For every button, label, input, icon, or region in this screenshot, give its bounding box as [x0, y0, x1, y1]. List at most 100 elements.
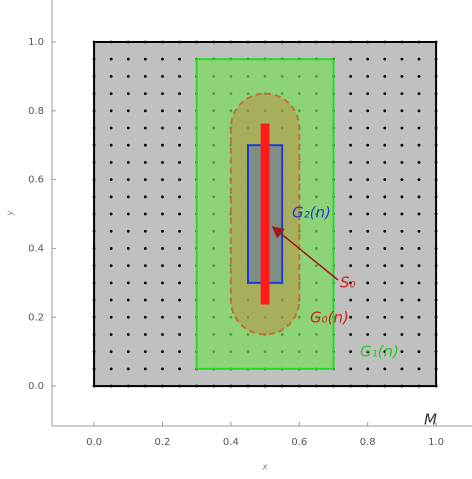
lattice-dot: [143, 350, 147, 354]
lattice-dot: [143, 109, 147, 113]
lattice-dot: [417, 281, 421, 285]
lattice-dot: [366, 109, 370, 113]
lattice-dot: [92, 333, 96, 336]
lattice-dot: [178, 40, 181, 44]
lattice-dot: [178, 333, 181, 336]
lattice-dot: [366, 384, 370, 388]
lattice-dot: [143, 367, 147, 371]
lattice-dot: [400, 315, 404, 319]
lattice-dot: [332, 40, 335, 44]
lattice-dot: [366, 126, 370, 130]
lattice-dot: [109, 40, 113, 44]
lattice-dot: [383, 333, 387, 336]
lattice-dot: [434, 109, 438, 113]
lattice-dot: [109, 315, 113, 319]
lattice-dot: [383, 229, 387, 233]
lattice-dot: [92, 247, 96, 250]
lattice-dot: [92, 92, 96, 95]
lattice-dot: [161, 315, 164, 319]
lattice-dot: [400, 367, 404, 371]
lattice-dot: [417, 161, 421, 164]
lattice-dot: [178, 178, 181, 182]
lattice-dot: [434, 298, 438, 302]
lattice-dot: [161, 74, 164, 78]
lattice-dot: [383, 350, 387, 354]
region-label: G₂(n): [292, 204, 331, 222]
lattice-dot: [417, 229, 421, 233]
lattice-dot: [417, 247, 421, 250]
lattice-dot: [92, 298, 96, 302]
y-tick-label: 1.0: [28, 37, 44, 48]
lattice-dot: [417, 57, 421, 61]
lattice-dot: [161, 247, 164, 250]
lattice-dot: [143, 178, 147, 182]
lattice-dot: [143, 40, 147, 44]
lattice-dot: [178, 264, 181, 268]
lattice-dot: [434, 57, 438, 61]
lattice-dot: [263, 384, 267, 388]
lattice-dot: [383, 126, 387, 130]
lattice-dot: [332, 384, 335, 388]
lattice-dot: [349, 384, 352, 388]
lattice-dot: [366, 178, 370, 182]
lattice-dot: [161, 57, 164, 61]
lattice-dot: [366, 161, 370, 164]
lattice-dot: [400, 161, 404, 164]
lattice-dot: [417, 264, 421, 268]
lattice-dot: [417, 92, 421, 95]
lattice-dot: [161, 333, 164, 336]
lattice-dot: [434, 126, 438, 130]
lattice-dot: [434, 367, 438, 371]
lattice-dot: [161, 178, 164, 182]
lattice-dot: [417, 367, 421, 371]
lattice-dot: [349, 195, 352, 199]
lattice-dot: [349, 57, 352, 61]
region: [260, 123, 270, 305]
lattice-dot: [109, 229, 113, 233]
lattice-dot: [434, 264, 438, 268]
lattice-dot: [109, 178, 113, 182]
lattice-dot: [161, 212, 164, 216]
lattice-dot: [366, 229, 370, 233]
lattice-dot: [178, 195, 181, 199]
lattice-dot: [383, 57, 387, 61]
lattice-dot: [212, 40, 216, 44]
lattice-dot: [417, 384, 421, 388]
lattice-dot: [195, 40, 199, 44]
lattice-dot: [400, 109, 404, 113]
lattice-dot: [366, 350, 370, 354]
lattice-dot: [109, 264, 113, 268]
lattice-dot: [92, 281, 96, 285]
lattice-dot: [383, 281, 387, 285]
lattice-dot: [212, 384, 216, 388]
lattice-dot: [400, 143, 404, 147]
lattice-dot: [417, 40, 421, 44]
lattice-dot: [143, 126, 147, 130]
lattice-dot: [92, 74, 96, 78]
lattice-dot: [161, 384, 164, 388]
lattice-dot: [109, 281, 113, 285]
lattice-dot: [178, 298, 181, 302]
region-label: S₀: [340, 274, 356, 292]
y-tick-label: 0.0: [28, 381, 44, 392]
lattice-dot: [349, 367, 352, 371]
lattice-dot: [417, 126, 421, 130]
lattice-dot: [434, 247, 438, 250]
lattice-dot: [92, 109, 96, 113]
lattice-dot: [143, 57, 147, 61]
lattice-dot: [349, 333, 352, 336]
lattice-dot: [349, 298, 352, 302]
x-tick-label: 1.0: [428, 437, 444, 448]
lattice-dot: [161, 126, 164, 130]
lattice-dot: [126, 333, 130, 336]
lattice-dot: [434, 212, 438, 216]
lattice-dot: [366, 92, 370, 95]
x-tick-label: 0.4: [223, 437, 239, 448]
lattice-dot: [178, 384, 181, 388]
lattice-dot: [109, 350, 113, 354]
lattice-dot: [349, 315, 352, 319]
lattice-dot: [92, 315, 96, 319]
lattice-dot: [143, 195, 147, 199]
lattice-dot: [349, 229, 352, 233]
